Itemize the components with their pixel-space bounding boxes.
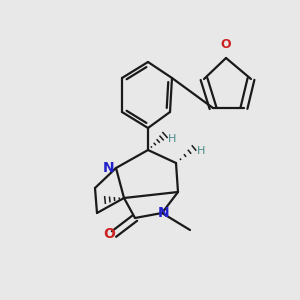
Text: H: H [168, 134, 176, 144]
Text: O: O [221, 38, 231, 51]
Text: N: N [158, 206, 170, 220]
Text: O: O [103, 227, 115, 241]
Text: H: H [197, 146, 206, 156]
Text: N: N [103, 161, 115, 175]
